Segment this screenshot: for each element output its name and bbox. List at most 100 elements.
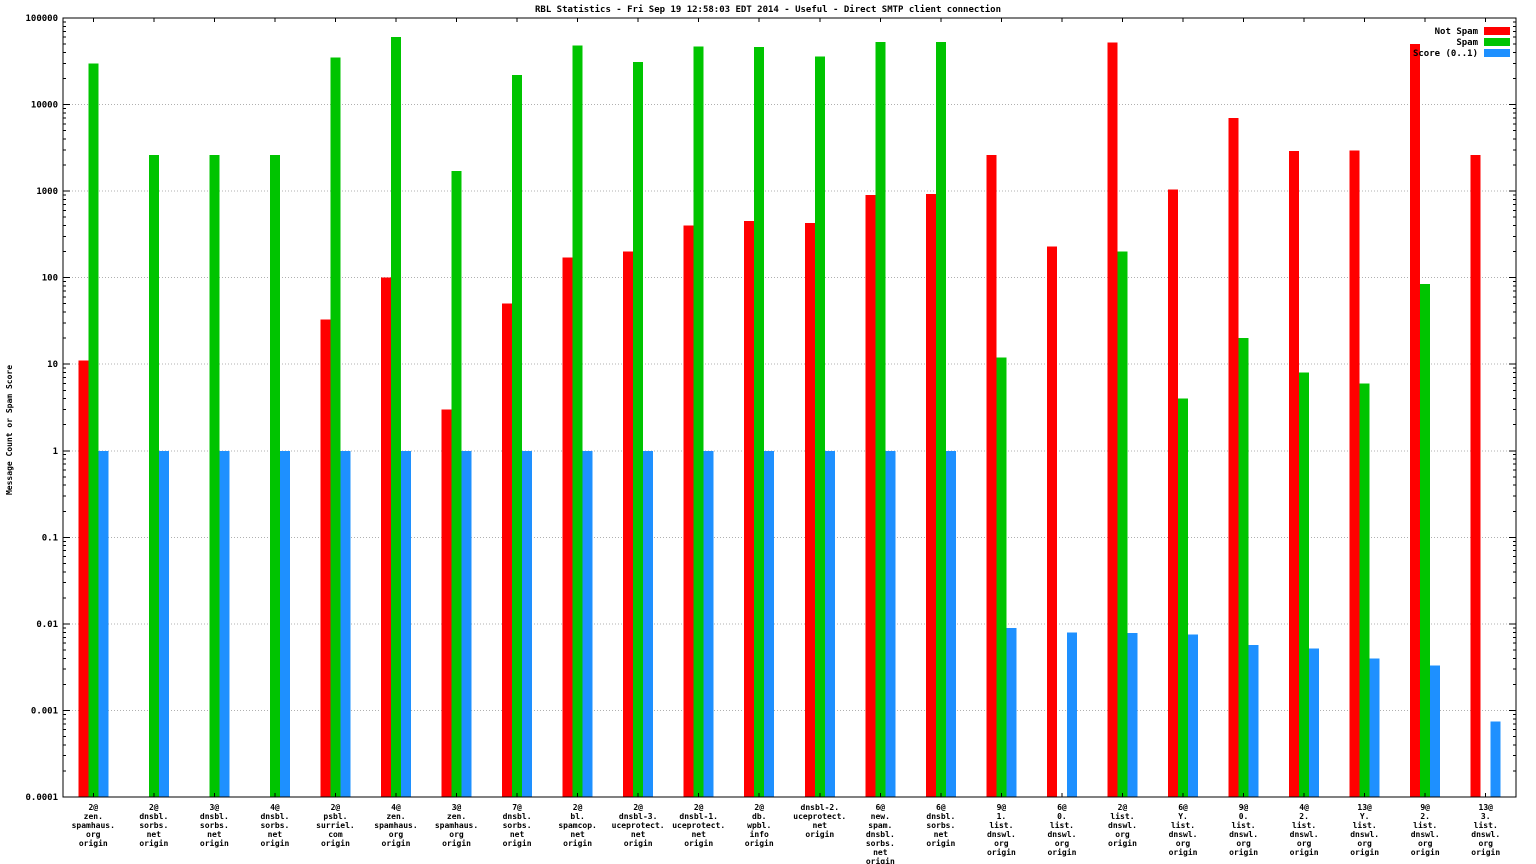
y-tick-label: 1000 xyxy=(36,187,58,197)
x-tick-label: 9@ xyxy=(1420,803,1430,812)
x-tick-label: list. xyxy=(989,820,1013,830)
x-tick-label: origin xyxy=(684,838,713,848)
y-tick-label: 1 xyxy=(53,447,58,457)
x-tick-label: spamhaus. xyxy=(72,821,115,830)
plot-border xyxy=(62,17,1517,798)
x-tick-label: 2@ xyxy=(1118,803,1128,812)
bar-not-spam xyxy=(502,303,513,797)
legend-swatch xyxy=(1484,27,1510,35)
x-tick-label: 2@ xyxy=(88,803,98,812)
bar-spam xyxy=(1238,338,1249,797)
x-tick-label: sorbs. xyxy=(926,821,955,830)
x-tick-label: org xyxy=(1479,839,1494,848)
x-tick-label: origin xyxy=(1108,838,1137,848)
bar-not-spam xyxy=(78,360,89,797)
y-tick-label: 0.001 xyxy=(31,706,58,716)
y-tick-label: 10000 xyxy=(31,101,58,111)
x-tick-label: dnsbl. xyxy=(139,812,168,821)
bar-spam xyxy=(209,155,220,797)
x-tick-label: origin xyxy=(260,838,289,848)
bar-score-0-1 xyxy=(340,450,351,797)
x-tick-label: Y. xyxy=(1360,812,1370,821)
x-tick-label: 0. xyxy=(1057,812,1067,821)
x-tick-label: dnsbl-3. xyxy=(619,812,658,821)
x-tick-label: origin xyxy=(442,838,471,848)
x-tick-label: surriel. xyxy=(316,820,355,830)
bar-spam xyxy=(88,63,99,798)
bar-score-0-1 xyxy=(219,450,230,797)
bar-score-0-1 xyxy=(158,450,169,797)
x-tick-label: sorbs. xyxy=(866,839,895,848)
x-tick-label: sorbs. xyxy=(260,821,289,830)
bar-not-spam xyxy=(1349,150,1360,797)
x-tick-label: dnsbl. xyxy=(926,812,955,821)
x-tick-label: dnswl. xyxy=(1108,821,1137,830)
bar-spam xyxy=(935,41,946,797)
x-tick-label: net xyxy=(691,830,706,839)
x-tick-label: uceprotect. xyxy=(793,812,846,821)
bar-score-0-1 xyxy=(1369,658,1380,797)
x-tick-label: 13@ xyxy=(1479,803,1494,812)
x-tick-label: dnsbl. xyxy=(503,812,532,821)
x-tick-label: org xyxy=(1418,839,1433,848)
x-tick-label: org xyxy=(1176,839,1191,848)
x-tick-label: 6@ xyxy=(1178,803,1188,812)
x-tick-label: org xyxy=(1115,830,1130,839)
plot-area: 100000 10000 1000 100 10 1 0.1 0.01 0.001 0.0001 2… xyxy=(25,14,1517,864)
x-tick-label: net xyxy=(873,848,888,857)
y-tick-label: 100000 xyxy=(25,14,58,24)
bar-not-spam xyxy=(1107,42,1118,798)
bar-score-0-1 xyxy=(1490,721,1501,797)
x-tick-label: new. xyxy=(871,812,890,821)
x-tick-label: org xyxy=(449,830,464,839)
bar-score-0-1 xyxy=(824,450,835,797)
x-tick-label: 4@ xyxy=(270,803,280,812)
x-tick-label: origin xyxy=(1350,847,1379,857)
x-tick-label: net xyxy=(147,830,162,839)
x-tick-label: dnsbl-2. xyxy=(801,803,840,812)
x-tick-label: net xyxy=(934,830,949,839)
bar-score-0-1 xyxy=(1248,645,1259,797)
legend-label: Not Spam xyxy=(1435,27,1479,37)
bar-score-0-1 xyxy=(1006,627,1017,797)
x-tick-label: list. xyxy=(1232,820,1256,830)
bar-not-spam xyxy=(1410,44,1421,798)
bar-not-spam xyxy=(1168,189,1179,798)
x-tick-label: 2. xyxy=(1420,812,1430,821)
x-tick-label: origin xyxy=(805,829,834,839)
bar-score-0-1 xyxy=(1066,632,1077,797)
bar-not-spam xyxy=(1228,117,1239,797)
x-tick-label: sorbs. xyxy=(200,821,229,830)
bar-spam xyxy=(814,56,825,798)
bar-score-0-1 xyxy=(279,450,290,797)
bar-not-spam xyxy=(744,221,755,797)
x-tick-label: origin xyxy=(1471,847,1500,857)
bar-spam xyxy=(330,57,341,798)
x-tick-label: net xyxy=(207,830,222,839)
bar-not-spam xyxy=(1046,246,1057,797)
x-tick-label: origin xyxy=(866,856,895,864)
x-tick-label: zen. xyxy=(386,812,405,821)
chart-title: RBL Statistics - Fri Sep 19 12:58:03 EDT… xyxy=(535,5,1001,15)
x-tick-label: org xyxy=(1055,839,1070,848)
y-tick-label: 0.01 xyxy=(36,620,58,630)
bar-spam xyxy=(1178,398,1189,797)
x-tick-label: spamcop. xyxy=(558,821,597,830)
x-tick-label: net xyxy=(813,821,828,830)
x-tick-label: org xyxy=(1297,839,1312,848)
x-tick-label: Y. xyxy=(1178,812,1188,821)
bar-score-0-1 xyxy=(461,450,472,797)
x-tick-label: origin xyxy=(1047,847,1076,857)
bar-spam xyxy=(633,62,644,798)
x-tick-label: origin xyxy=(1229,847,1258,857)
x-tick-label: 6@ xyxy=(1057,803,1067,812)
y-tick-label: 10 xyxy=(47,360,58,370)
x-tick-label: dnswl. xyxy=(987,830,1016,839)
x-tick-label: origin xyxy=(1169,847,1198,857)
x-tick-label: origin xyxy=(200,838,229,848)
x-tick-label: psbl. xyxy=(323,812,347,821)
x-tick-label: 9@ xyxy=(1239,803,1249,812)
x-tick-label: db. xyxy=(752,812,766,821)
bar-not-spam xyxy=(683,225,694,797)
y-tick-label: 0.1 xyxy=(42,533,58,543)
